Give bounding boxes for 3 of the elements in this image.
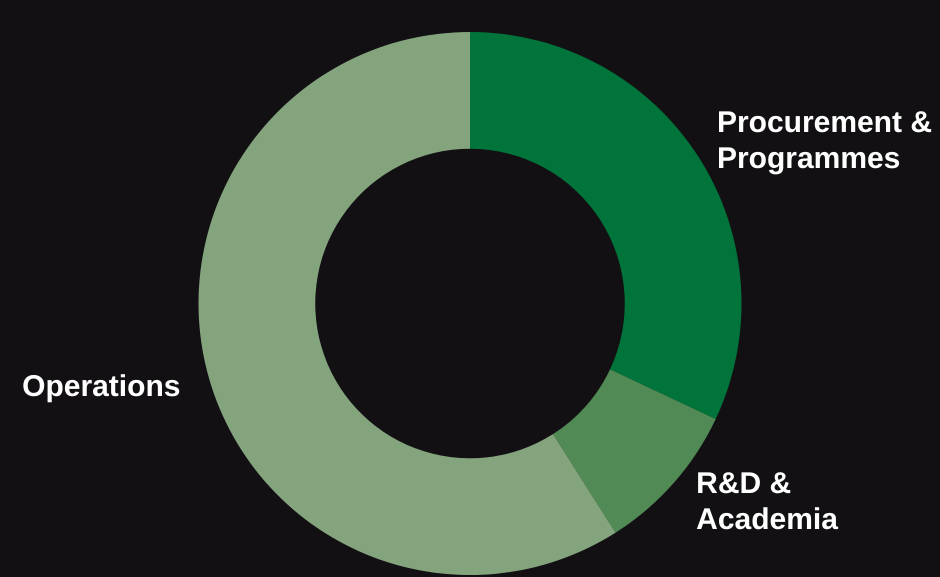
slice-label: R&D & Academia xyxy=(696,467,838,536)
slice-label: Procurement & Programmes xyxy=(716,106,932,176)
slice-label: Operations xyxy=(22,370,180,403)
